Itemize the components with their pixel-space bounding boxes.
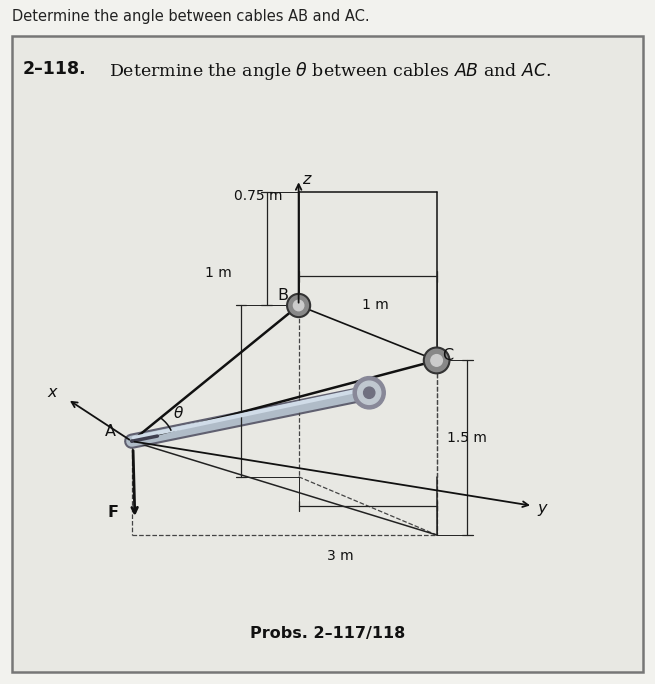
Text: $\mathbf{F}$: $\mathbf{F}$ — [107, 504, 119, 521]
Circle shape — [358, 381, 381, 404]
Text: 1 m: 1 m — [362, 298, 389, 313]
Text: 1 m: 1 m — [205, 266, 232, 280]
Text: $x$: $x$ — [47, 385, 59, 400]
Text: 0.75 m: 0.75 m — [234, 189, 282, 202]
Circle shape — [364, 387, 375, 398]
Text: Determine the angle between cables AB and AC.: Determine the angle between cables AB an… — [12, 10, 369, 25]
Circle shape — [287, 294, 310, 317]
Text: 2–118.: 2–118. — [22, 60, 86, 78]
Text: Probs. 2–117/118: Probs. 2–117/118 — [250, 626, 405, 641]
Text: $y$: $y$ — [536, 502, 549, 518]
Text: $\theta$: $\theta$ — [173, 406, 184, 421]
Circle shape — [353, 377, 385, 409]
Circle shape — [293, 300, 304, 311]
Text: B: B — [277, 288, 288, 303]
Text: C: C — [443, 347, 454, 363]
Text: $z$: $z$ — [301, 172, 312, 187]
Text: Determine the angle $\theta$ between cables $\mathit{AB}$ and $\mathit{AC}$.: Determine the angle $\theta$ between cab… — [109, 60, 552, 82]
FancyBboxPatch shape — [12, 36, 643, 672]
Circle shape — [431, 354, 442, 366]
Text: 3 m: 3 m — [327, 549, 354, 563]
Circle shape — [424, 347, 449, 373]
Text: 1.5 m: 1.5 m — [447, 431, 487, 445]
Text: A: A — [105, 424, 116, 439]
